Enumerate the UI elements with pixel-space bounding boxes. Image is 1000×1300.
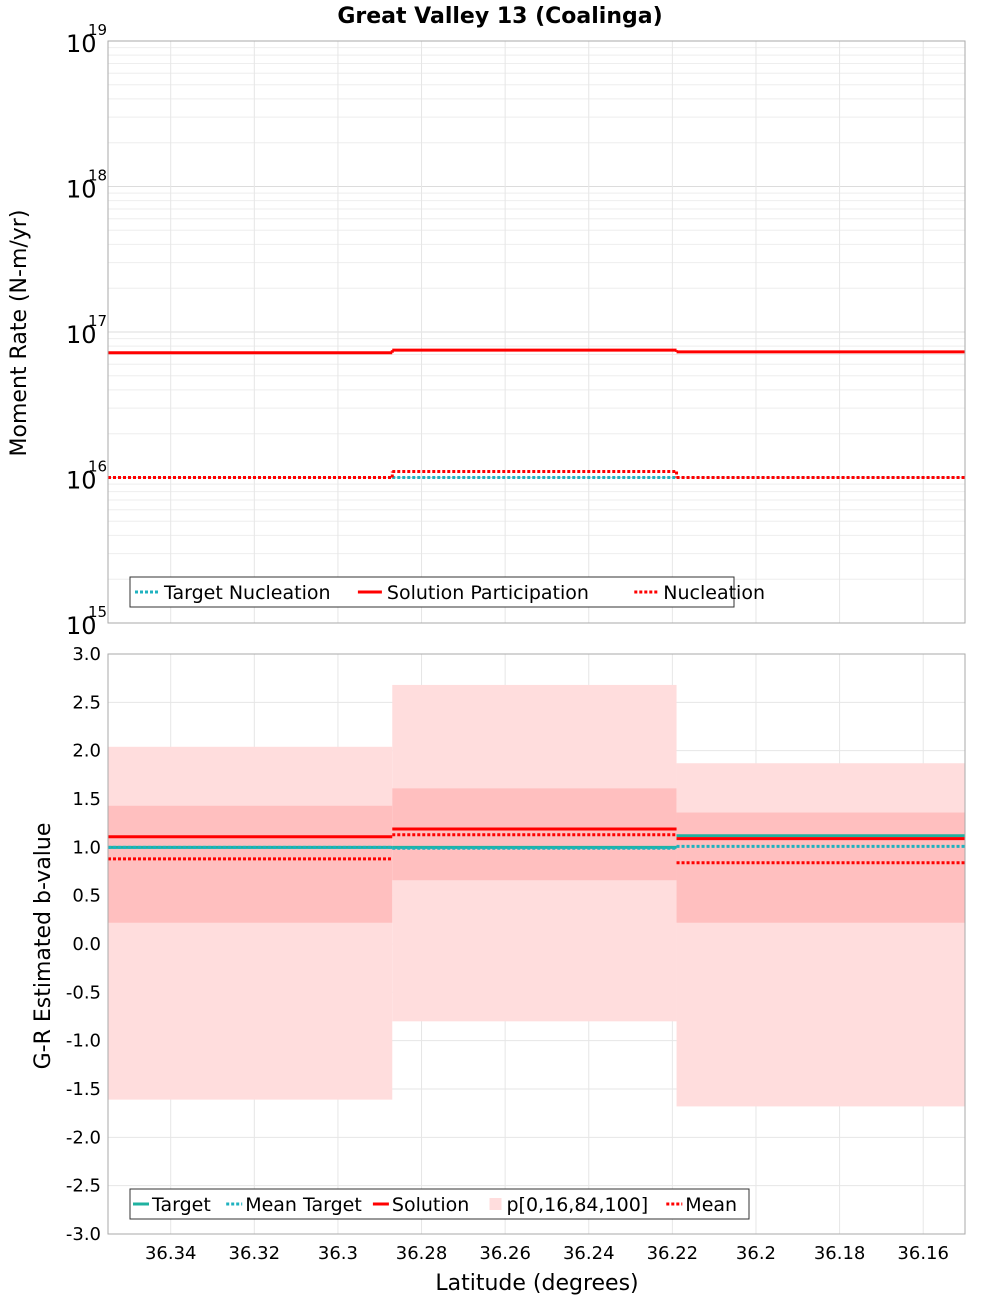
legend-label: Mean — [685, 1194, 737, 1216]
legend-label: Mean Target — [245, 1194, 362, 1216]
y-tick-label: 10 — [66, 176, 97, 204]
band-outer — [108, 746, 393, 1100]
x-tick-label: 36.3 — [318, 1243, 358, 1264]
x-tick-label: 36.24 — [563, 1243, 615, 1264]
legend-swatch — [489, 1198, 502, 1210]
x-tick-label: 36.22 — [647, 1243, 699, 1264]
band-inner — [676, 812, 965, 923]
x-tick-label: 36.16 — [897, 1243, 949, 1264]
x-tick-label: 36.32 — [229, 1243, 281, 1264]
y-axis-label-b-value: G-R Estimated b-value — [31, 823, 56, 1070]
y-tick-label: 0.0 — [72, 934, 101, 955]
series-mean — [108, 833, 965, 865]
plot-frame — [107, 653, 966, 1235]
y-tick-label: -3.0 — [66, 1224, 101, 1245]
chart-title: Great Valley 13 (Coalinga) — [337, 4, 662, 29]
y-tick-label: 10 — [66, 612, 97, 640]
y-tick-label: 2.5 — [72, 692, 101, 713]
legend-label: Nucleation — [663, 582, 765, 604]
y-axis-label-moment-rate: Moment Rate (N-m/yr) — [7, 210, 32, 457]
y-tick-label: 1.5 — [72, 789, 101, 810]
panel-b-value: 3.0 2.5 2.0 1.5 1.0 0.5 0.0 -0.5 -1.0 -1.5 -2.0 -2.… — [66, 644, 966, 1264]
y-tick-label: -1.5 — [66, 1079, 101, 1100]
y-tick-exponent: 19 — [88, 21, 107, 39]
series-solution-participation — [108, 348, 965, 355]
y-tick-exponent: 15 — [88, 603, 107, 621]
y-tick-label: 3.0 — [72, 644, 101, 665]
y-tick-label: 2.0 — [72, 741, 101, 762]
legend-b-value: Target Mean Target Solution p[0,16,84,100] M… — [129, 1188, 750, 1220]
series-mean-target — [108, 844, 965, 850]
y-tick-exponent: 18 — [88, 167, 107, 185]
y-tick-label: 10 — [66, 30, 97, 58]
series-solution — [108, 827, 965, 841]
legend-label: Target Nucleation — [163, 582, 331, 604]
legend-moment-rate: Target Nucleation Solution Participation N… — [129, 576, 765, 608]
y-tick-label: 0.5 — [72, 886, 101, 907]
plot-frame — [107, 40, 966, 624]
legend-label: Target — [151, 1194, 211, 1216]
y-tick-label: 10 — [66, 467, 97, 495]
y-tick-label: 1.0 — [72, 837, 101, 858]
y-tick-label: -2.5 — [66, 1176, 101, 1197]
x-tick-label: 36.28 — [396, 1243, 448, 1264]
x-tick-label: 36.18 — [814, 1243, 866, 1264]
x-axis-label: Latitude (degrees) — [435, 1271, 638, 1296]
y-tick-exponent: 17 — [88, 312, 107, 330]
y-tick-label: 10 — [66, 321, 97, 349]
legend-label: Solution Participation — [387, 582, 589, 604]
legend-label: p[0,16,84,100] — [507, 1194, 649, 1216]
y-tick-label: -1.0 — [66, 1031, 101, 1052]
series-nucleation — [108, 469, 965, 479]
legend-box — [129, 576, 735, 608]
y-tick-label: -2.0 — [66, 1127, 101, 1148]
y-tick-exponent: 16 — [88, 458, 107, 476]
x-tick-label: 36.26 — [479, 1243, 531, 1264]
x-tick-label: 36.2 — [736, 1243, 776, 1264]
band-inner — [108, 805, 393, 923]
y-tick-label: -0.5 — [66, 982, 101, 1003]
legend-label: Solution — [392, 1194, 469, 1216]
x-tick-label: 36.34 — [145, 1243, 197, 1264]
